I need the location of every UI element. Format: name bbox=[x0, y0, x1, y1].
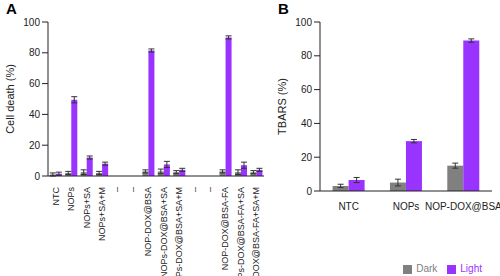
svg-text:NOPs+SA: NOPs+SA bbox=[82, 187, 92, 228]
html-text:A: A bbox=[6, 0, 17, 17]
svg-text:Cell death (%): Cell death (%) bbox=[8, 64, 16, 134]
svg-text:40: 40 bbox=[301, 118, 313, 129]
svg-text:40: 40 bbox=[29, 109, 41, 120]
svg-text:80: 80 bbox=[301, 50, 313, 61]
svg-text:NTC: NTC bbox=[51, 187, 61, 206]
svg-text:80: 80 bbox=[29, 47, 41, 58]
svg-text:NOP-DOX@BSA: NOP-DOX@BSA bbox=[143, 187, 153, 256]
svg-text:NOPs+SA+M: NOPs+SA+M bbox=[97, 187, 107, 241]
svg-text:–: – bbox=[190, 187, 200, 192]
svg-text:100: 100 bbox=[295, 17, 312, 28]
svg-text:NOPs-DOX@BSA-FA+SA+M: NOPs-DOX@BSA-FA+SA+M bbox=[251, 187, 261, 276]
svg-text:NOPs-DOX@BSA-FA+SA: NOPs-DOX@BSA-FA+SA bbox=[236, 187, 246, 276]
svg-text:NTC: NTC bbox=[338, 201, 359, 212]
svg-text:–: – bbox=[128, 187, 138, 192]
svg-text:100: 100 bbox=[23, 17, 40, 28]
html-text:Dark: Dark bbox=[416, 263, 438, 274]
html-text:Light: Light bbox=[460, 263, 482, 274]
svg-text:NOP-DOX@BSA: NOP-DOX@BSA bbox=[425, 201, 492, 212]
svg-text:60: 60 bbox=[29, 78, 41, 89]
svg-text:NOPs: NOPs bbox=[393, 201, 420, 212]
svg-text:20: 20 bbox=[301, 152, 313, 163]
html-text:B: B bbox=[278, 0, 289, 17]
svg-text:NOP-DOX@BSA-FA: NOP-DOX@BSA-FA bbox=[220, 187, 230, 270]
svg-text:TBARS (%): TBARS (%) bbox=[276, 78, 288, 135]
svg-text:NOPs: NOPs bbox=[66, 187, 76, 212]
svg-text:20: 20 bbox=[29, 140, 41, 151]
svg-text:0: 0 bbox=[34, 171, 40, 182]
svg-text:NOPs-DOX@BSA+SA+M: NOPs-DOX@BSA+SA+M bbox=[174, 187, 184, 276]
svg-text:–: – bbox=[205, 187, 215, 192]
svg-text:0: 0 bbox=[306, 186, 312, 197]
svg-text:NOPs-DOX@BSA+SA: NOPs-DOX@BSA+SA bbox=[159, 187, 169, 276]
svg-text:60: 60 bbox=[301, 84, 313, 95]
svg-text:–: – bbox=[112, 187, 122, 192]
